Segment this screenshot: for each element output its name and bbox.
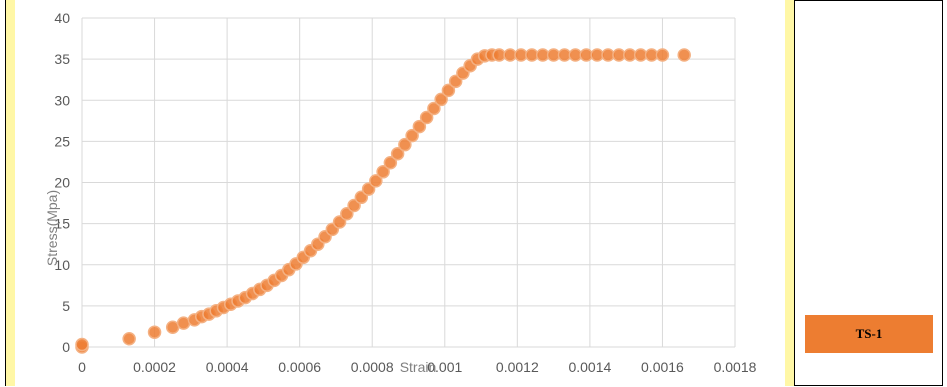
- left-border-strip: [6, 0, 15, 386]
- data-point: [419, 110, 434, 125]
- data-point: [412, 119, 427, 134]
- cell-right-border: [942, 0, 943, 386]
- data-point: [122, 332, 136, 346]
- x-axis-title: Strain: [400, 359, 437, 375]
- data-point: [390, 146, 405, 161]
- data-point: [75, 337, 89, 352]
- data-point: [427, 101, 441, 116]
- x-tick-label: 0.0006: [278, 359, 321, 375]
- y-tick-label: 30: [54, 92, 70, 108]
- legend-label: TS-1: [855, 326, 883, 341]
- stress-strain-chart: 0 5 10 15 20 25 30 35 40 0 0.0002 0.0004 0.0006 0.000…: [44, 10, 757, 375]
- data-point: [376, 165, 390, 179]
- data-point: [441, 83, 456, 98]
- y-tick-label: 5: [62, 298, 70, 314]
- y-axis-title: Stress(Mpa): [44, 190, 60, 266]
- y-tick-label: 20: [54, 175, 70, 191]
- data-point: [147, 325, 162, 339]
- chart-panel: 0 5 10 15 20 25 30 35 40 0 0.0002 0.0004 0.0006 0.000…: [15, 0, 785, 386]
- legend-label-box: TS-1: [805, 315, 933, 353]
- y-tick-label: 15: [54, 216, 70, 232]
- x-tick-label: 0.001: [427, 359, 462, 375]
- data-point: [434, 92, 448, 107]
- y-tick-label: 35: [54, 51, 70, 67]
- data-point: [655, 48, 670, 62]
- x-tick-label: 0: [78, 359, 86, 375]
- data-point: [383, 156, 398, 170]
- x-tick-label: 0.0016: [641, 359, 684, 375]
- right-border-strip: [785, 0, 794, 386]
- data-point: [398, 137, 412, 152]
- x-tick-label: 0.0018: [714, 359, 757, 375]
- y-tick-label: 40: [54, 10, 70, 26]
- y-tick-label: 10: [54, 257, 70, 273]
- y-tick-label: 0: [62, 339, 70, 355]
- y-tick-label: 25: [54, 133, 70, 149]
- x-tick-label: 0.0002: [133, 359, 176, 375]
- data-point: [677, 48, 691, 62]
- data-point: [369, 174, 383, 188]
- x-tick-label: 0.0008: [351, 359, 394, 375]
- x-tick-label: 0.0014: [568, 359, 611, 375]
- data-point: [405, 128, 419, 143]
- cell-top-border: [794, 0, 943, 1]
- x-tick-label: 0.0012: [496, 359, 539, 375]
- x-tick-label: 0.0004: [206, 359, 249, 375]
- cell-divider: [794, 0, 795, 386]
